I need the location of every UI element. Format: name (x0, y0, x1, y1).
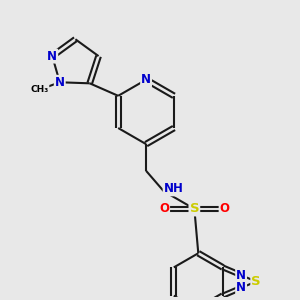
Text: O: O (159, 202, 169, 215)
Text: S: S (251, 275, 261, 288)
Text: O: O (220, 202, 230, 215)
Text: N: N (236, 281, 246, 294)
Text: N: N (141, 73, 151, 86)
Text: N: N (236, 269, 246, 282)
Text: S: S (190, 202, 199, 215)
Text: NH: NH (164, 182, 184, 195)
Text: N: N (47, 50, 57, 63)
Text: N: N (55, 76, 65, 89)
Text: CH₃: CH₃ (30, 85, 49, 94)
